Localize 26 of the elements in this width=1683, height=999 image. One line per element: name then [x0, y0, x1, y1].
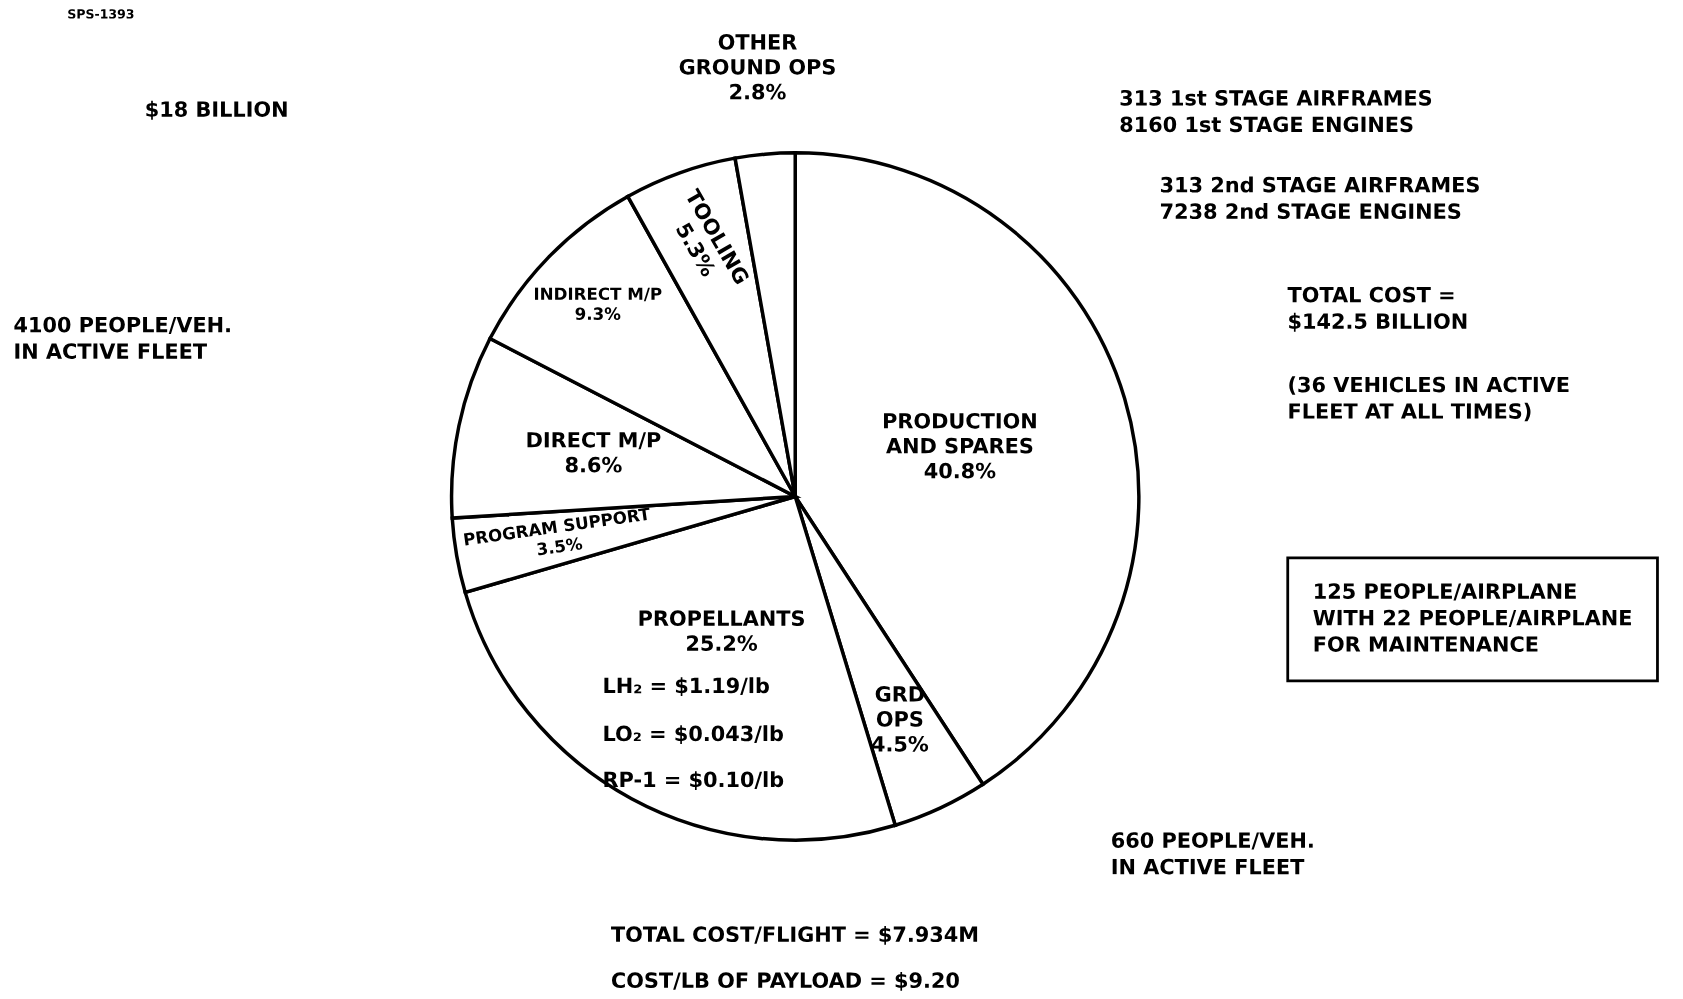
text: RP-1 = $0.10/lb: [604, 771, 784, 791]
text: TOTAL COST = $142.5 BILLION: [1287, 286, 1467, 332]
data-label: 25.2%: [687, 635, 758, 651]
text: 125 PEOPLE/AIRPLANE WITH 22 PEOPLE/AIRPLANE FOR MAINTENANCE: [1313, 583, 1631, 652]
data-label: 2.8%: [730, 83, 786, 100]
text: 313 2nd STAGE AIRFRAMES 7238 2nd STAGE ENGINES: [1160, 176, 1479, 220]
text: SPS-1393: [68, 9, 134, 19]
text: 4100 PEOPLE/VEH. IN ACTIVE FLEET: [14, 316, 230, 359]
slice-label: PROPELLANTS: [639, 610, 804, 627]
data-label: 9.3%: [575, 307, 621, 320]
data-label: 4.5%: [871, 735, 929, 752]
text: TOTAL COST/FLIGHT = $7.934M: [611, 925, 978, 945]
text: $18 BILLION: [146, 100, 287, 120]
text: 313 1st STAGE AIRFRAMES 8160 1st STAGE ENGINES: [1120, 89, 1432, 133]
text: 660 PEOPLE/VEH. IN ACTIVE FLEET: [1112, 832, 1313, 875]
data-label: 40.8%: [924, 462, 996, 479]
text: (36 VEHICLES IN ACTIVE FLEET AT ALL TIMES): [1289, 376, 1569, 422]
text: LO₂ = $0.043/lb: [604, 725, 783, 745]
data-label: 8.6%: [565, 456, 622, 473]
slice-label: OTHER GROUND OPS: [679, 33, 835, 75]
slice-label: DIRECT M/P: [527, 431, 661, 450]
slice-label: GRD OPS: [875, 686, 924, 727]
slice-label: INDIRECT M/P: [534, 287, 662, 302]
text: LH₂ = $1.19/lb: [604, 677, 769, 697]
text: COST/LB OF PAYLOAD = $9.20: [611, 971, 959, 991]
slice-label: PRODUCTION AND SPARES: [884, 412, 1036, 454]
